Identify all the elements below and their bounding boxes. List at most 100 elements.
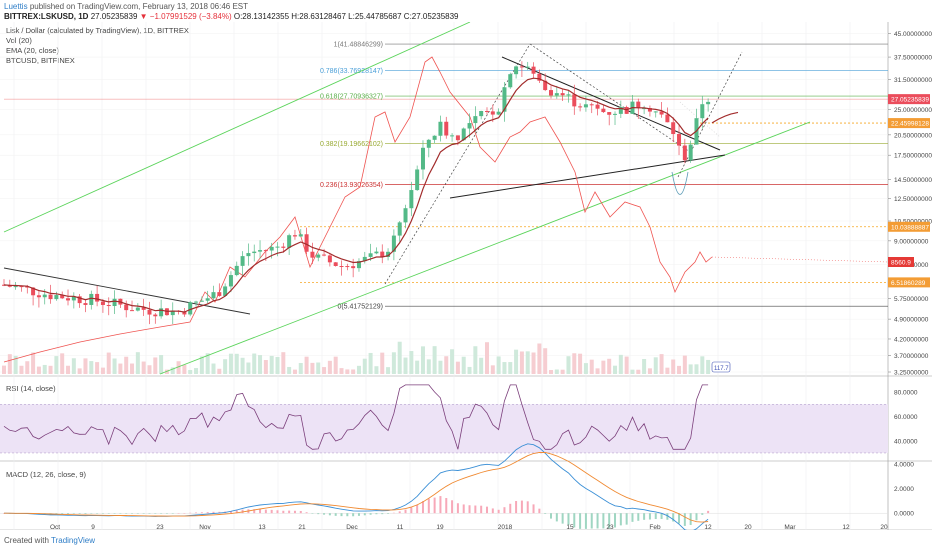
macd-histogram-bar [654,513,657,520]
candle-body [310,251,315,258]
macd-histogram-bar [288,510,291,514]
price-axis[interactable]: 45.00000000 37.50000000 31.50000000 25.0000… [888,31,932,518]
volume-bar [292,369,297,374]
candle-body [560,93,565,96]
candle-body [281,246,286,248]
legend-macd[interactable]: MACD (12, 26, close, 9) [6,470,87,479]
macd-histogram-bar [55,513,58,514]
candle-body [432,135,437,140]
candle-body [653,111,658,113]
price-chart[interactable]: 1(41.48846299) 0.786(33.76928147) 0.618(27… [0,22,932,530]
candle-body [333,262,338,267]
candle-body [298,234,303,237]
volume-bar [217,368,222,374]
volume-bar [589,359,594,374]
volume-bar [415,360,420,374]
time-tick-label: 12 [704,524,712,530]
volume-bar [2,365,6,374]
macd-histogram-bar [410,507,413,514]
volume-bar [368,352,373,374]
macd-histogram-bar [602,513,605,529]
volume-bar [560,369,565,374]
legend-btc[interactable]: BTCUSD, BITFINEX [6,56,75,65]
volume-bar [479,357,484,374]
volume-bar [240,357,245,374]
time-axis[interactable]: Oct 9 23 Nov 13 21 Dec 11 19 2018 15 23 Feb 12 20 Mar 12… [50,524,888,530]
macd-histogram-bar [154,513,157,514]
drawings: 1(41.48846299) 0.786(33.76928147) 0.618(27… [3,22,888,375]
candle-body [287,235,292,248]
volume-bar [455,361,460,374]
level-low-label-box [888,277,930,288]
volume-bar [688,364,693,374]
volume-bar [514,349,519,374]
candle-body [700,104,705,119]
time-tick-label: 23 [606,524,614,530]
macd-histogram-bar [468,505,471,514]
candle-body [380,251,385,257]
candle-body [36,295,41,298]
candle-body [106,304,111,307]
legend-volume[interactable]: Vol (20) [6,36,32,45]
volume-bar [380,352,385,374]
volume-bar [618,354,623,374]
volume-bar [595,368,600,374]
volume-bar [223,359,228,374]
candle-body [263,250,268,252]
macd-histogram-bar [259,509,262,514]
macd-histogram-bar [480,505,483,514]
volume-bar [54,356,59,374]
volume-bar [281,352,286,374]
time-tick-label: Feb [649,524,661,530]
candle-body [188,302,193,315]
macd-histogram-bar [229,510,232,514]
volume-bar [25,361,30,374]
volume-bar [13,355,18,374]
candle-body [322,254,327,256]
candle-body [194,301,199,303]
price-tick-label: 5.75000000 [894,296,929,303]
author-link[interactable]: Luettis [4,2,28,11]
candle-body [269,246,274,251]
macd-histogram-bar [212,511,215,514]
legend-ema[interactable]: EMA (20, close) [6,46,59,55]
oscillators [0,384,888,530]
publish-info: published on TradingView.com, February 1… [29,2,249,11]
projection-line [677,51,743,178]
candle-body [31,287,36,296]
macd-histogram-bar [451,500,454,514]
btc-price-label: 8560.9 [891,260,911,267]
candle-body [147,309,152,315]
macd-histogram-bar [78,513,81,514]
macd-histogram-bar [61,513,64,514]
macd-tick-label: 2.0000 [894,486,914,493]
macd-histogram-bar [235,510,238,514]
time-tick-label: Mar [784,524,796,530]
volume-bar [95,362,100,374]
volume-bar [322,367,327,374]
volume-bar [159,355,164,374]
macd-histogram-bar [666,513,669,520]
price-tick-label: 17.50000000 [894,153,932,160]
volume-bar [327,360,332,374]
candle-body [444,121,449,136]
macd-histogram-bar [113,513,116,514]
volume-bar [269,355,274,374]
macd-histogram-bar [241,509,244,514]
tradingview-logo[interactable]: TradingView [51,536,96,545]
symbol-label: BITTREX:LSKUSD, 1D [4,12,89,21]
pattern-label: 117.7 [714,366,729,372]
volume-bar [246,362,251,374]
price-tick-label: 9.00000000 [894,238,929,245]
candle-body [496,111,501,115]
time-tick-label: 15 [566,524,574,530]
symbol-line: BITTREX:LSKUSD, 1D 27.05235839 ▼ −1.0799… [4,12,459,21]
legend-rsi[interactable]: RSI (14, close) [6,384,56,393]
macd-histogram-bar [160,513,163,514]
candle-body [595,104,600,109]
projection-line [529,43,691,153]
volume-bar [630,369,635,374]
fib-label: 0.236(13.93026354) [320,182,383,189]
volume-bar [677,365,682,374]
candle-body [455,135,460,141]
